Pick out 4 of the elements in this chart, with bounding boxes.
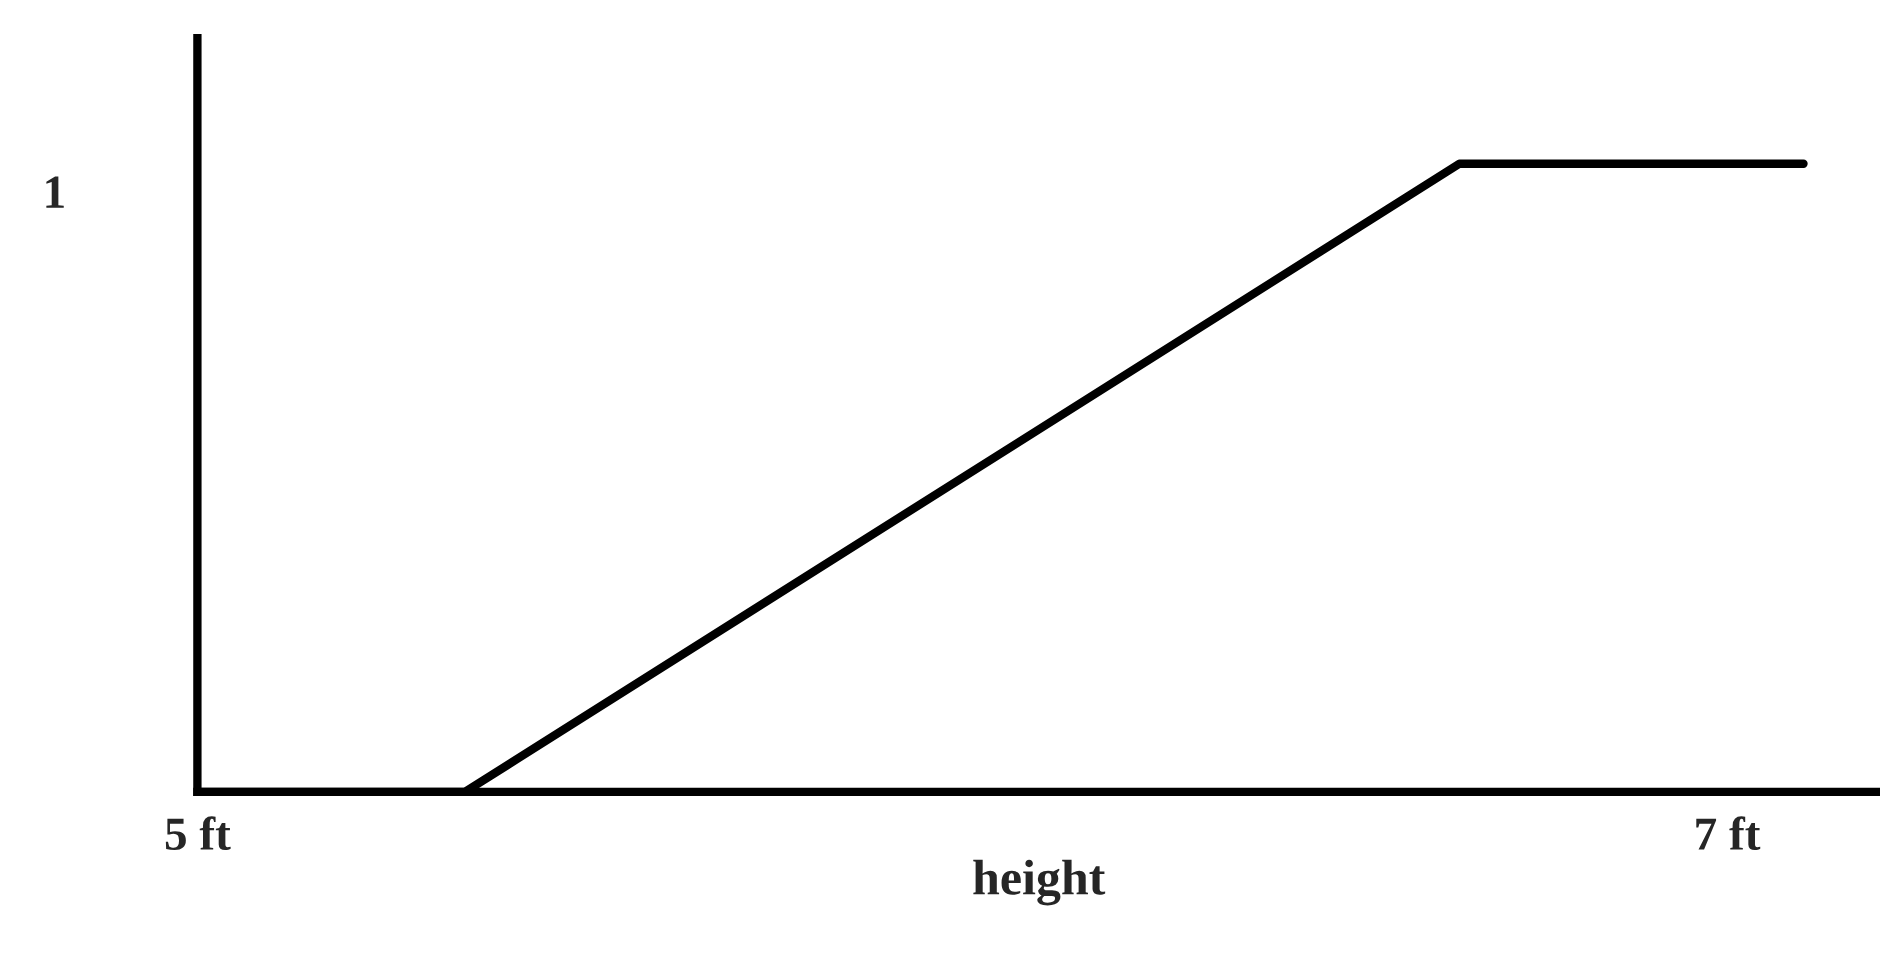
x-axis-title: height (973, 859, 1106, 906)
text: 1 (46, 176, 64, 208)
x-tick-label: 5 ft (165, 816, 231, 851)
x-tick-label: 7 ft (1696, 816, 1761, 851)
